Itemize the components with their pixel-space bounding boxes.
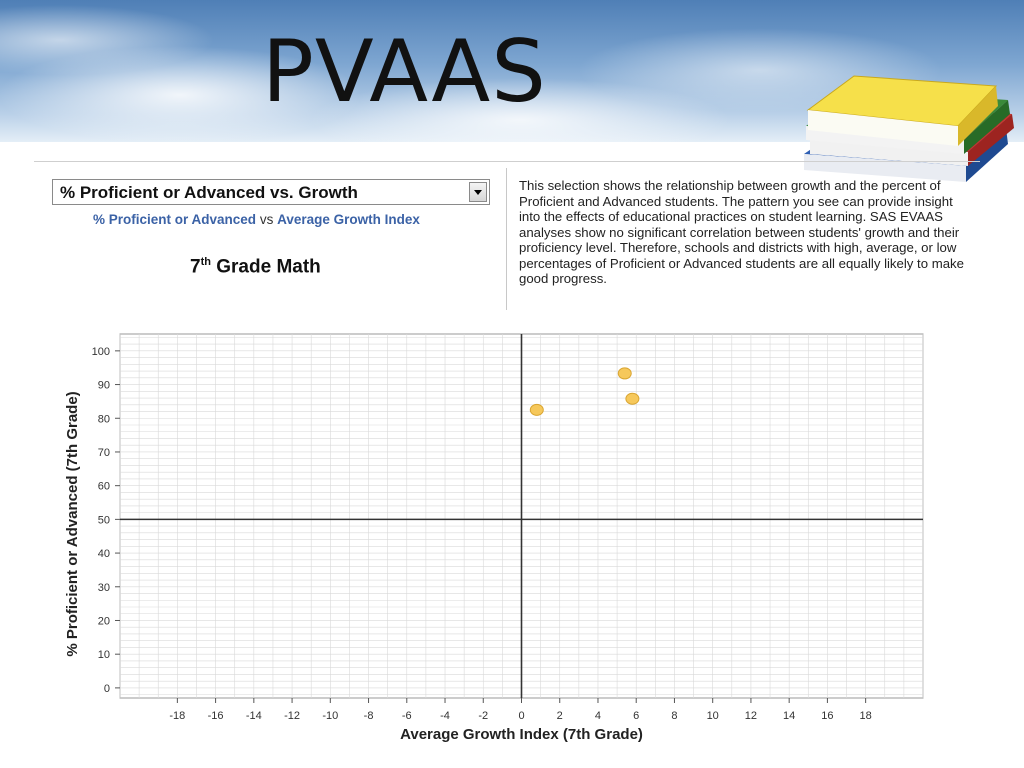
data-point [529,403,544,416]
y-tick-label: 90 [98,380,110,392]
x-tick-label: 0 [518,710,524,722]
y-tick-label: 60 [98,481,110,493]
subtitle-measure-link[interactable]: % Proficient or Advanced [93,212,257,227]
data-point [617,367,632,380]
slide-title: PVAAS [262,22,547,122]
y-tick-label: 50 [98,514,110,526]
subtitle-connector: vs [259,212,274,227]
y-axis-label: % Proficient or Advanced (7th Grade) [64,391,81,656]
y-tick-label: 0 [104,683,110,695]
x-tick-label: -18 [169,710,185,722]
grade-number: 7 [190,256,201,278]
y-tick-label: 10 [98,649,110,661]
y-tick-label: 70 [98,447,110,459]
x-tick-label: 4 [595,710,601,722]
grade-label: 7th Grade Math [190,256,321,278]
scatter-chart: -18 -16 -14 -12 -10 -8 -6 -4 -2 0 2 4 6 8 10 12 14 16 18 0 1… [64,333,924,743]
x-tick-label: 12 [745,710,757,722]
x-tick-label: 14 [783,710,795,722]
grade-suffix: th [200,256,211,268]
report-subtitle: % Proficient or Advanced vs Average Grow… [93,212,420,227]
subtitle-growth-link[interactable]: Average Growth Index [277,212,420,227]
x-tick-label: -6 [402,710,412,722]
x-tick-label: -10 [322,710,338,722]
y-tick-label: 100 [92,346,110,358]
data-point [625,392,640,405]
report-type-select[interactable]: % Proficient or Advanced vs. Growth [52,179,490,205]
y-tick-label: 40 [98,548,110,560]
grade-subject: Grade Math [216,256,321,278]
x-tick-label: -4 [440,710,450,722]
x-tick-label: -12 [284,710,300,722]
x-tick-label: -16 [208,710,224,722]
dropdown-arrow-icon[interactable] [469,182,487,202]
x-tick-label: 18 [860,710,872,722]
x-tick-label: -14 [246,710,262,722]
x-tick-label: 8 [671,710,677,722]
report-type-value: % Proficient or Advanced vs. Growth [60,183,358,202]
x-axis-label: Average Growth Index (7th Grade) [400,726,643,743]
panel-border [34,161,980,162]
report-description: This selection shows the relationship be… [519,178,964,286]
y-tick-label: 20 [98,615,110,627]
x-tick-label: 6 [633,710,639,722]
y-tick-label: 30 [98,582,110,594]
x-tick-label: -8 [364,710,374,722]
x-tick-label: -2 [478,710,488,722]
x-tick-label: 2 [557,710,563,722]
x-tick-label: 10 [707,710,719,722]
y-tick-label: 80 [98,413,110,425]
panel-divider [506,168,507,310]
x-tick-label: 16 [821,710,833,722]
